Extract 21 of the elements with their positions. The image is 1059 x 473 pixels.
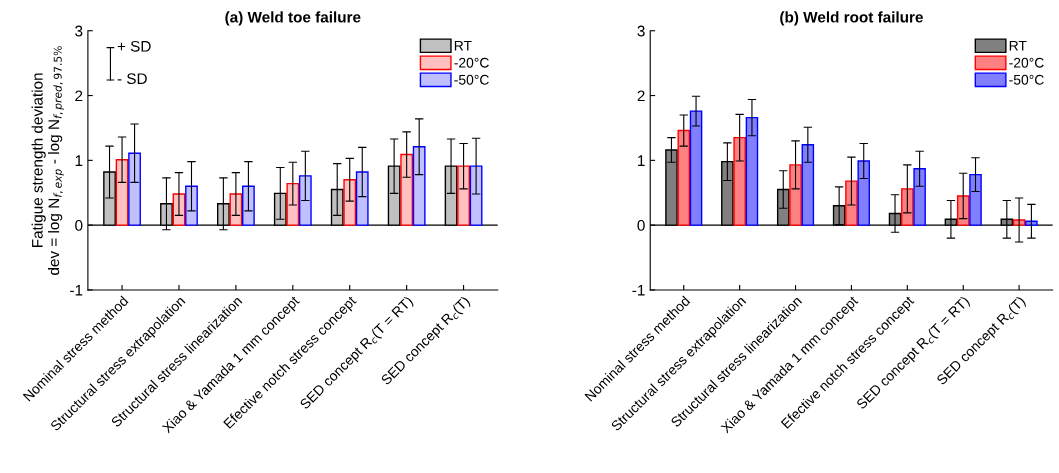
legend-label: -50°C bbox=[454, 74, 489, 85]
y-tick-label: -1 bbox=[70, 284, 83, 296]
y-tick-label: -1 bbox=[632, 284, 645, 296]
y-tick-label: 0 bbox=[75, 220, 83, 231]
chart-title: (a) Weld toe failure bbox=[225, 11, 361, 26]
y-tick-label: 2 bbox=[75, 90, 83, 102]
y-axis-title: Fatigue strength deviation dev = log N$_{f,exp}$ - log N$_{f,pred,97.5%}$ bbox=[31, 46, 64, 275]
y-tick-label: 3 bbox=[637, 25, 645, 37]
y-tick-label: 0 bbox=[637, 220, 645, 231]
legend-label: RT bbox=[454, 40, 472, 51]
y-tick-label: 1 bbox=[638, 155, 645, 166]
y-tick-label: 1 bbox=[75, 155, 83, 166]
annotation: - SD bbox=[117, 73, 147, 85]
y-tick-label: 3 bbox=[75, 25, 83, 37]
legend-label: RT bbox=[1009, 40, 1027, 51]
chart-title: (b) Weld root failure bbox=[780, 11, 923, 26]
y-tick-label: 2 bbox=[637, 90, 645, 102]
legend-label: -20°C bbox=[454, 57, 489, 68]
legend-label: -20°C bbox=[1009, 57, 1044, 68]
legend-label: -50°C bbox=[1009, 74, 1044, 85]
annotation: + SD bbox=[117, 40, 151, 52]
